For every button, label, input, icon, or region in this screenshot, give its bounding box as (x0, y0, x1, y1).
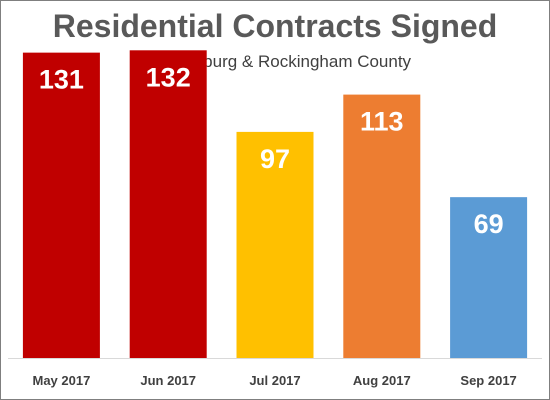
bars-group: 131 132 97 113 69 (22, 50, 528, 359)
x-tick-labels: May 2017 Jun 2017 Jul 2017 Aug 2017 Sep 2017 (32, 373, 516, 388)
x-tick-label: May 2017 (32, 373, 90, 388)
bar-sep-2017 (450, 197, 528, 358)
bar-value-label: 69 (474, 209, 504, 239)
bar-value-label: 132 (146, 62, 191, 92)
chart-title: Residential Contracts Signed (52, 8, 498, 44)
chart-subtitle: Harrisonburg & Rockingham County (138, 52, 412, 71)
bar-jun-2017 (129, 50, 207, 359)
x-tick-label: Jul 2017 (249, 373, 300, 388)
bar-jul-2017 (236, 131, 314, 358)
bar-may-2017 (22, 52, 100, 358)
bar-aug-2017 (343, 94, 421, 358)
bar-value-label: 131 (39, 65, 84, 95)
x-tick-label: Aug 2017 (353, 373, 411, 388)
bar-value-label: 97 (260, 144, 290, 174)
x-tick-label: Jun 2017 (140, 373, 196, 388)
bar-value-label: 113 (360, 107, 404, 137)
x-tick-label: Sep 2017 (460, 373, 516, 388)
